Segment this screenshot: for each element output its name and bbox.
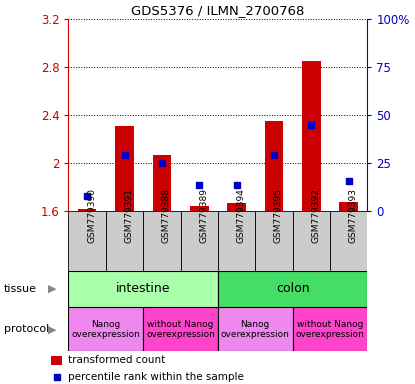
Bar bbox=[51, 356, 62, 365]
Text: without Nanog
overexpression: without Nanog overexpression bbox=[146, 319, 215, 339]
Text: transformed count: transformed count bbox=[68, 356, 166, 366]
Title: GDS5376 / ILMN_2700768: GDS5376 / ILMN_2700768 bbox=[131, 3, 305, 17]
Bar bbox=[143, 211, 181, 271]
Text: colon: colon bbox=[276, 283, 310, 295]
Text: GSM779389: GSM779389 bbox=[199, 189, 208, 243]
Text: Nanog
overexpression: Nanog overexpression bbox=[221, 319, 290, 339]
Bar bbox=[302, 61, 320, 211]
Bar bbox=[68, 271, 218, 307]
Text: intestine: intestine bbox=[116, 283, 171, 295]
Bar bbox=[227, 203, 246, 211]
Bar bbox=[218, 307, 293, 351]
Bar bbox=[293, 211, 330, 271]
Bar bbox=[115, 126, 134, 211]
Text: protocol: protocol bbox=[4, 324, 49, 334]
Bar bbox=[330, 211, 367, 271]
Text: GSM779391: GSM779391 bbox=[124, 189, 134, 243]
Bar bbox=[152, 155, 171, 211]
Bar bbox=[255, 211, 293, 271]
Text: percentile rank within the sample: percentile rank within the sample bbox=[68, 372, 244, 382]
Bar bbox=[68, 307, 143, 351]
Bar bbox=[339, 202, 358, 211]
Bar bbox=[106, 211, 143, 271]
Text: GSM779395: GSM779395 bbox=[274, 189, 283, 243]
Text: GSM779388: GSM779388 bbox=[162, 189, 171, 243]
Bar bbox=[218, 211, 255, 271]
Bar bbox=[78, 209, 96, 211]
Text: ▶: ▶ bbox=[48, 324, 56, 334]
Bar bbox=[190, 207, 209, 211]
Text: GSM779390: GSM779390 bbox=[87, 189, 96, 243]
Bar bbox=[293, 307, 367, 351]
Bar bbox=[265, 121, 283, 211]
Bar bbox=[143, 307, 218, 351]
Text: ▶: ▶ bbox=[48, 284, 56, 294]
Text: GSM779394: GSM779394 bbox=[237, 189, 246, 243]
Text: without Nanog
overexpression: without Nanog overexpression bbox=[295, 319, 364, 339]
Bar bbox=[218, 271, 367, 307]
Text: GSM779392: GSM779392 bbox=[311, 189, 320, 243]
Bar bbox=[68, 211, 106, 271]
Text: Nanog
overexpression: Nanog overexpression bbox=[71, 319, 140, 339]
Bar bbox=[181, 211, 218, 271]
Text: GSM779393: GSM779393 bbox=[349, 189, 358, 243]
Text: tissue: tissue bbox=[4, 284, 37, 294]
